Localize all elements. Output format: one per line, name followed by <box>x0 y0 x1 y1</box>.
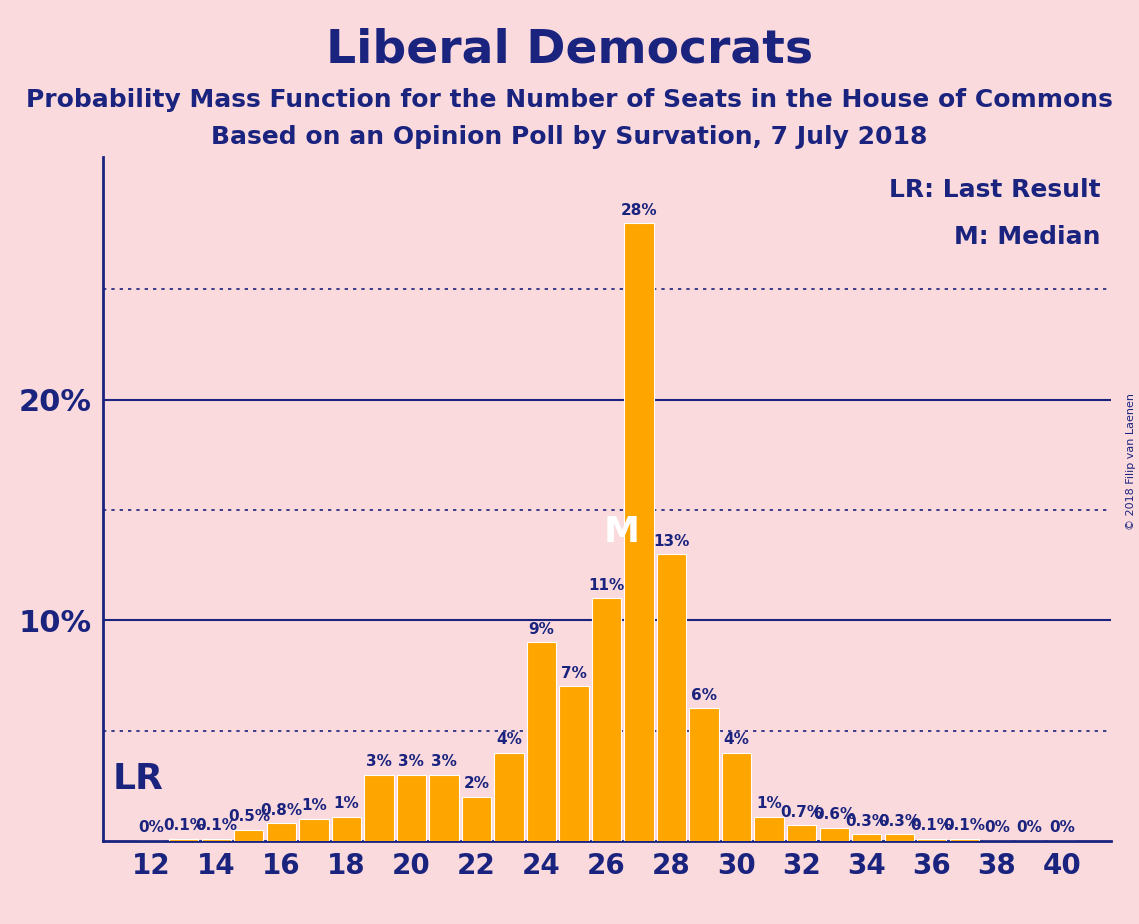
Text: 0%: 0% <box>1049 821 1075 835</box>
Text: 0.3%: 0.3% <box>845 814 887 829</box>
Text: 0.3%: 0.3% <box>878 814 920 829</box>
Text: 0.1%: 0.1% <box>163 818 205 833</box>
Bar <box>819 828 849 841</box>
Bar <box>170 839 198 841</box>
Bar <box>494 753 524 841</box>
Bar <box>267 823 296 841</box>
Bar <box>657 554 686 841</box>
Text: 0.1%: 0.1% <box>195 818 237 833</box>
Text: 2%: 2% <box>464 776 490 791</box>
Text: 3%: 3% <box>431 754 457 769</box>
Bar <box>624 224 654 841</box>
Bar <box>852 834 882 841</box>
Bar <box>396 774 426 841</box>
Bar <box>202 839 231 841</box>
Text: 13%: 13% <box>654 533 690 549</box>
Bar <box>754 817 784 841</box>
Bar <box>722 753 752 841</box>
Text: 1%: 1% <box>756 796 782 811</box>
Text: 7%: 7% <box>562 666 587 681</box>
Text: 0%: 0% <box>1016 821 1042 835</box>
Text: M: Median: M: Median <box>954 225 1100 249</box>
Text: 11%: 11% <box>589 578 624 592</box>
Bar <box>300 819 328 841</box>
Text: 4%: 4% <box>495 732 522 748</box>
Text: Liberal Democrats: Liberal Democrats <box>326 28 813 73</box>
Text: LR: LR <box>113 762 163 796</box>
Bar <box>689 709 719 841</box>
Text: 28%: 28% <box>621 202 657 218</box>
Text: 0.8%: 0.8% <box>261 803 303 818</box>
Bar <box>364 774 394 841</box>
Text: 0%: 0% <box>138 821 164 835</box>
Bar <box>461 796 491 841</box>
Text: Probability Mass Function for the Number of Seats in the House of Commons: Probability Mass Function for the Number… <box>26 88 1113 112</box>
Bar <box>885 834 913 841</box>
Bar <box>950 839 978 841</box>
Text: 4%: 4% <box>723 732 749 748</box>
Text: 0.5%: 0.5% <box>228 809 270 824</box>
Text: 0%: 0% <box>984 821 1009 835</box>
Text: 0.1%: 0.1% <box>943 818 985 833</box>
Text: Based on an Opinion Poll by Survation, 7 July 2018: Based on an Opinion Poll by Survation, 7… <box>212 125 927 149</box>
Bar <box>235 830 263 841</box>
Text: 0.6%: 0.6% <box>813 807 855 822</box>
Bar <box>429 774 459 841</box>
Text: © 2018 Filip van Laenen: © 2018 Filip van Laenen <box>1125 394 1136 530</box>
Bar <box>917 839 947 841</box>
Text: 9%: 9% <box>528 622 555 637</box>
Text: 0.1%: 0.1% <box>911 818 952 833</box>
Bar <box>527 642 556 841</box>
Text: 0.7%: 0.7% <box>780 805 822 820</box>
Text: 1%: 1% <box>334 796 359 811</box>
Bar <box>559 687 589 841</box>
Text: LR: Last Result: LR: Last Result <box>888 177 1100 201</box>
Bar <box>787 825 817 841</box>
Text: 3%: 3% <box>399 754 425 769</box>
Bar <box>331 817 361 841</box>
Text: 3%: 3% <box>366 754 392 769</box>
Bar <box>592 598 621 841</box>
Text: 6%: 6% <box>691 688 718 703</box>
Text: 1%: 1% <box>301 798 327 813</box>
Text: M: M <box>604 515 639 549</box>
